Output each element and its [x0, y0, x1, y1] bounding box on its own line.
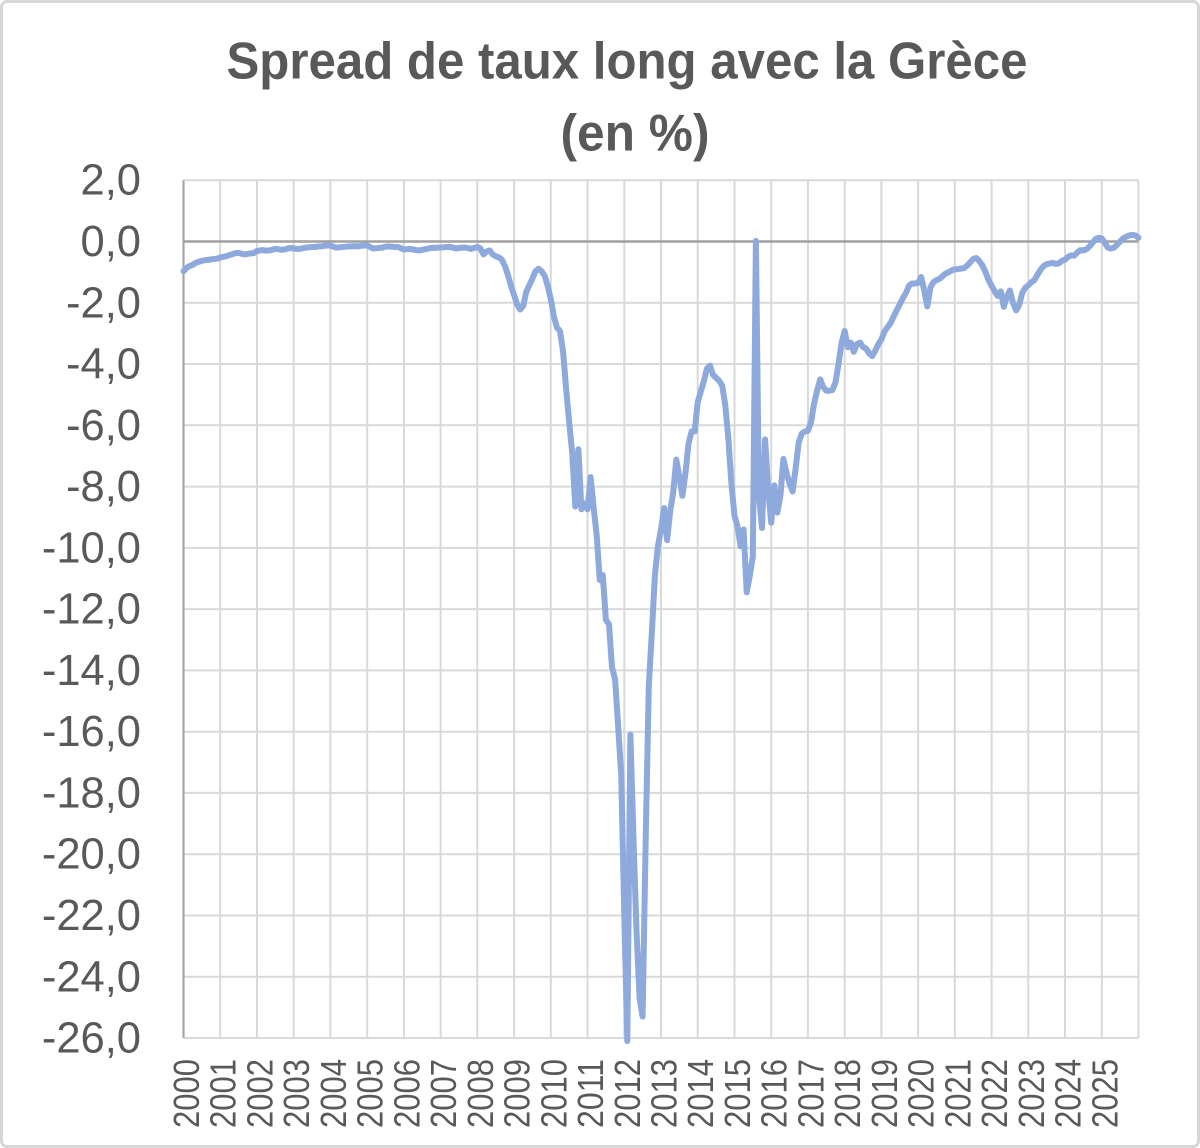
svg-text:-12,0: -12,0 [42, 586, 141, 634]
svg-text:-24,0: -24,0 [42, 953, 141, 1001]
svg-text:2020: 2020 [901, 1059, 942, 1128]
svg-text:2019: 2019 [864, 1059, 905, 1128]
svg-text:-14,0: -14,0 [42, 647, 141, 695]
svg-text:2025: 2025 [1084, 1059, 1125, 1128]
svg-text:2024: 2024 [1048, 1059, 1089, 1128]
svg-text:-22,0: -22,0 [42, 892, 141, 940]
svg-text:2002: 2002 [240, 1059, 281, 1128]
svg-text:-2,0: -2,0 [66, 279, 141, 327]
svg-text:2014: 2014 [680, 1059, 721, 1128]
svg-text:2018: 2018 [827, 1059, 868, 1128]
svg-text:2005: 2005 [350, 1059, 391, 1128]
svg-text:2,0: 2,0 [81, 157, 141, 205]
svg-text:2000: 2000 [166, 1059, 207, 1128]
svg-text:2017: 2017 [790, 1059, 831, 1128]
svg-text:2007: 2007 [423, 1059, 464, 1128]
svg-text:-20,0: -20,0 [42, 831, 141, 879]
svg-text:2021: 2021 [937, 1059, 978, 1128]
svg-text:2003: 2003 [276, 1059, 317, 1128]
svg-text:-6,0: -6,0 [66, 402, 141, 450]
svg-text:2013: 2013 [644, 1059, 685, 1128]
svg-text:2008: 2008 [460, 1059, 501, 1128]
svg-text:-26,0: -26,0 [42, 1015, 141, 1063]
svg-text:2006: 2006 [386, 1059, 427, 1128]
svg-text:2010: 2010 [533, 1059, 574, 1128]
svg-text:(en %): (en %) [561, 105, 710, 163]
svg-text:2023: 2023 [1011, 1059, 1052, 1128]
svg-text:2016: 2016 [754, 1059, 795, 1128]
svg-text:-4,0: -4,0 [66, 341, 141, 389]
svg-text:-18,0: -18,0 [42, 769, 141, 817]
svg-text:0,0: 0,0 [81, 218, 141, 266]
svg-text:2009: 2009 [497, 1059, 538, 1128]
svg-text:-10,0: -10,0 [42, 524, 141, 572]
svg-text:2011: 2011 [570, 1059, 611, 1128]
svg-text:-16,0: -16,0 [42, 708, 141, 756]
svg-text:2012: 2012 [607, 1059, 648, 1128]
svg-text:2022: 2022 [974, 1059, 1015, 1128]
svg-text:2004: 2004 [313, 1059, 354, 1128]
svg-text:2001: 2001 [203, 1059, 244, 1128]
svg-text:2015: 2015 [717, 1059, 758, 1128]
svg-text:Spread de taux long avec la Gr: Spread de taux long avec la Grèce [227, 33, 1028, 91]
svg-text:-8,0: -8,0 [66, 463, 141, 511]
